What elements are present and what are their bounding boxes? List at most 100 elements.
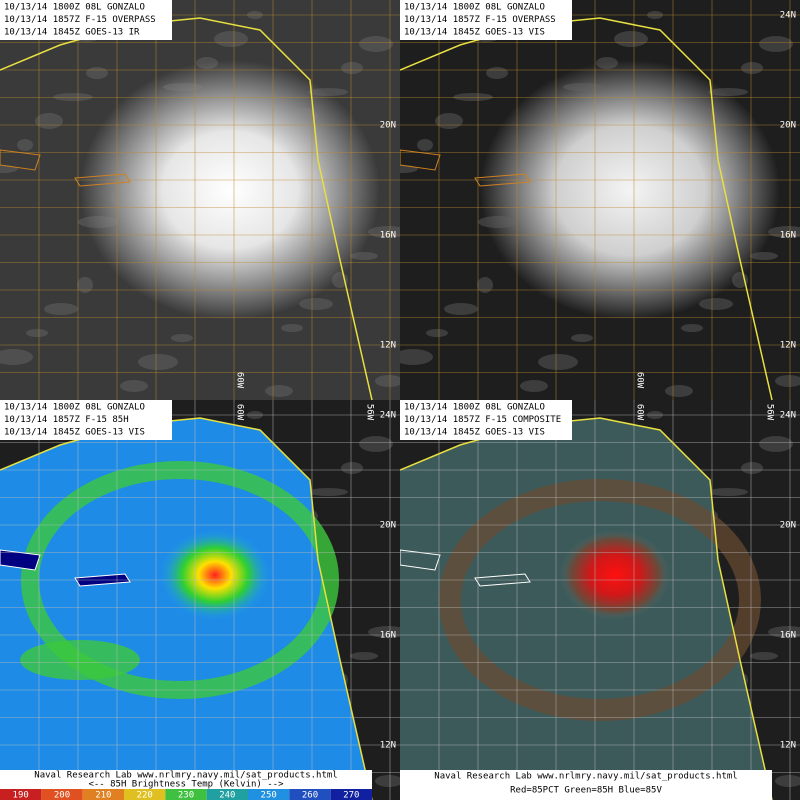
header-box	[0, 0, 172, 40]
header-line: 10/13/14 1845Z GOES-13 IR	[4, 28, 140, 38]
panel: 10/13/14 1800Z 08L GONZALO 10/13/14 1857Z…	[0, 0, 400, 400]
panel: 10/13/14 1800Z 08L GONZALO 10/13/14 1857Z…	[0, 400, 400, 800]
cloud	[750, 652, 778, 660]
cloud	[665, 385, 693, 397]
cloud	[341, 62, 363, 74]
coastline	[400, 549, 441, 571]
footer-box	[400, 770, 772, 800]
header-line: 10/13/14 1800Z 08L GONZALO	[404, 3, 545, 13]
cloud	[53, 93, 93, 101]
header-line: 10/13/14 1845Z GOES-13 VIS	[4, 428, 145, 438]
coastline	[474, 573, 531, 587]
lon-label: 56W	[365, 404, 375, 421]
storm-core	[160, 530, 270, 620]
colorbar-label: 190	[13, 791, 29, 800]
lon-label: 60W	[235, 372, 245, 389]
lon-label: 60W	[235, 404, 245, 421]
lat-label: 24N	[780, 11, 796, 21]
header-line: 10/13/14 1800Z 08L GONZALO	[4, 403, 145, 413]
cloud	[741, 62, 763, 74]
coastline	[74, 173, 131, 187]
brown-band	[439, 479, 761, 721]
panel-image	[0, 0, 400, 400]
lon-label: 56W	[765, 404, 775, 421]
cloud	[26, 329, 48, 337]
cloud	[520, 380, 548, 392]
cloud	[571, 334, 593, 342]
header-line: 10/13/14 1857Z F-15 85H	[4, 415, 129, 425]
cloud	[486, 67, 508, 79]
lon-label: 60W	[635, 372, 645, 389]
panel: 10/13/14 1800Z 08L GONZALO 10/13/14 1857Z…	[400, 400, 800, 800]
lat-label: 16N	[380, 631, 396, 641]
coastline	[0, 149, 41, 171]
colorbar-segment	[206, 789, 248, 800]
lat-label: 12N	[380, 341, 396, 351]
cloud	[759, 36, 793, 52]
cloud	[77, 277, 93, 293]
coastline	[400, 149, 441, 171]
colorbar-segment	[289, 789, 331, 800]
cloud	[538, 354, 578, 370]
header-line: 10/13/14 1800Z 08L GONZALO	[4, 3, 145, 13]
cloud	[138, 354, 178, 370]
cloud	[265, 385, 293, 397]
lon-label: 60W	[635, 404, 645, 421]
lat-label: 12N	[780, 341, 796, 351]
colorbar-segment	[165, 789, 207, 800]
colorbar-label: 240	[219, 791, 235, 800]
header-line: 10/13/14 1857Z F-15 COMPOSITE	[404, 415, 561, 425]
colorbar-label: 230	[178, 791, 194, 800]
cloud	[375, 375, 400, 387]
colorbar-segment	[124, 789, 166, 800]
credit: Naval Research Lab www.nrlmry.navy.mil/s…	[34, 771, 337, 781]
cloud	[741, 462, 763, 474]
cloud	[681, 324, 703, 332]
colorbar-label: 260	[302, 791, 318, 800]
colorbar-label: 220	[137, 791, 153, 800]
header-line: 10/13/14 1857Z F-15 OVERPASS	[4, 15, 156, 25]
cloud	[400, 349, 433, 365]
cloud	[214, 31, 248, 47]
legend-title: <-- 85H Brightness Temp (Kelvin) -->	[88, 780, 284, 790]
lat-label: 20N	[780, 521, 796, 531]
colorbar-segment	[82, 789, 124, 800]
cloud	[426, 329, 448, 337]
cloud	[281, 324, 303, 332]
colorbar-label: 270	[343, 791, 359, 800]
cloud	[44, 303, 78, 315]
cloud	[171, 334, 193, 342]
credit: Naval Research Lab www.nrlmry.navy.mil/s…	[434, 772, 737, 782]
cloud	[86, 67, 108, 79]
footer-right: Naval Research Lab www.nrlmry.navy.mil/s…	[400, 770, 772, 800]
cloud	[308, 488, 348, 496]
cloud	[444, 303, 478, 315]
lat-label: 12N	[380, 741, 396, 751]
colorbar-label: 210	[95, 791, 111, 800]
storm-cloud	[480, 60, 780, 320]
panel-image	[0, 400, 400, 800]
header-line: 10/13/14 1845Z GOES-13 VIS	[404, 28, 545, 38]
colorbar-segment	[330, 789, 372, 800]
panel-image	[400, 0, 800, 400]
lat-label: 24N	[780, 411, 796, 421]
header-line: 10/13/14 1845Z GOES-13 VIS	[404, 428, 545, 438]
cloud	[775, 775, 800, 787]
coastline	[0, 549, 41, 571]
panel-image	[400, 400, 800, 800]
header-box	[400, 0, 572, 40]
cloud	[417, 139, 433, 151]
header-line: 10/13/14 1857Z F-15 OVERPASS	[404, 15, 556, 25]
coastline	[474, 173, 531, 187]
header-box	[0, 400, 172, 440]
cloud	[0, 349, 33, 365]
cloud	[341, 462, 363, 474]
cloud	[359, 436, 393, 452]
green-band	[20, 640, 140, 680]
colorbar-label: 250	[261, 791, 277, 800]
header-line: 10/13/14 1800Z 08L GONZALO	[404, 403, 545, 413]
lat-label: 20N	[380, 521, 396, 531]
colorbar-label: 200	[54, 791, 70, 800]
cloud	[708, 488, 748, 496]
